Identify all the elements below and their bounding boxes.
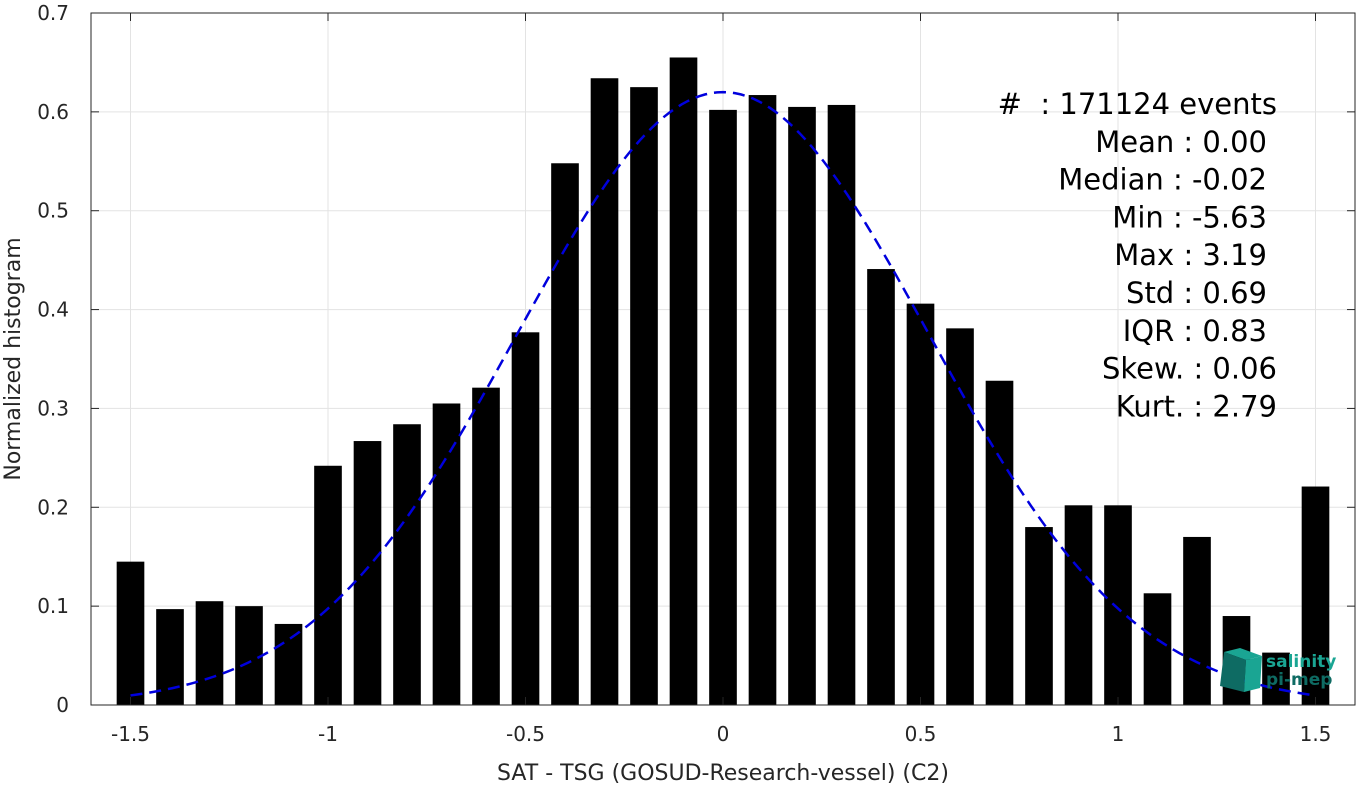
x-tick-label: 1.5	[1300, 722, 1332, 746]
histogram-bar	[788, 106, 816, 705]
histogram-bar	[827, 104, 856, 706]
x-axis-label: SAT - TSG (GOSUD-Research-vessel) (C2)	[497, 761, 949, 785]
logo-text-salinity: salinity	[1266, 652, 1336, 672]
y-tick-label: 0.6	[37, 100, 69, 124]
histogram-bar	[946, 328, 974, 705]
histogram-bar	[985, 380, 1014, 705]
histogram-bar	[472, 387, 500, 705]
histogram-bar	[314, 465, 342, 705]
histogram-bar	[235, 606, 263, 705]
x-tick-label: 0	[717, 722, 730, 746]
gaussian-fit-curve	[130, 90, 1316, 697]
stat-line: Max : 3.19	[1114, 238, 1267, 272]
histogram-bar	[353, 441, 382, 705]
logo-cube-icon	[1224, 648, 1262, 660]
y-tick-label: 0.4	[37, 298, 69, 322]
histogram-bar	[1064, 505, 1093, 705]
x-axis-ticks: -1.5 -1 -0.5 0 0.5 1 1.5	[111, 13, 1331, 746]
x-tick-label: 0.5	[905, 722, 937, 746]
stat-line: Kurt. : 2.79	[1116, 389, 1277, 423]
y-tick-label: 0.2	[37, 495, 69, 519]
stat-line: Min : -5.63	[1112, 200, 1267, 234]
histogram-bar	[669, 57, 698, 705]
logo-text-pi-mep: pi-mep	[1266, 670, 1332, 690]
histogram-bar	[590, 78, 619, 705]
x-tick-label: -0.5	[506, 722, 545, 746]
y-axis-ticks: 0 0.1 0.2 0.3 0.4 0.5 0.6 0.7	[37, 1, 1355, 717]
y-tick-label: 0.3	[37, 396, 69, 420]
salinity-pi-mep-logo: salinity pi-mep	[1220, 648, 1336, 692]
logo-cube-icon	[1220, 652, 1246, 692]
histogram-bar	[1301, 486, 1330, 705]
y-tick-label: 0.5	[37, 199, 69, 223]
histogram-bar	[393, 424, 421, 705]
histogram-bar	[867, 269, 895, 705]
y-axis-label: Normalized histogram	[1, 237, 26, 480]
histogram-bar	[1104, 505, 1132, 705]
histogram-bar	[1262, 652, 1290, 705]
histogram-bar	[1143, 593, 1172, 705]
y-tick-label: 0.1	[37, 594, 69, 618]
stat-line: IQR : 0.83	[1123, 314, 1267, 348]
logo-cube-icon	[1244, 656, 1262, 692]
histogram-bar	[1183, 536, 1211, 705]
stat-line: # : 171124 events	[998, 87, 1277, 121]
histogram-bar	[630, 87, 658, 705]
stat-line: Std : 0.69	[1126, 276, 1267, 310]
histogram-bar	[1025, 527, 1053, 705]
stat-line: Mean : 0.00	[1095, 125, 1267, 159]
x-tick-label: 1	[1112, 722, 1125, 746]
y-tick-label: 0	[56, 693, 69, 717]
statistics-annotation: # : 171124 events Mean : 0.00 Median : -0.…	[998, 87, 1277, 423]
y-tick-label: 0.7	[37, 1, 69, 25]
histogram-bar	[511, 332, 540, 705]
histogram-bar	[906, 303, 935, 705]
stat-line: Skew. : 0.06	[1102, 352, 1277, 386]
histogram-bar	[116, 561, 145, 705]
histogram-bar	[551, 163, 579, 705]
histogram-bar	[195, 601, 224, 705]
x-tick-label: -1	[318, 722, 338, 746]
stat-line: Median : -0.02	[1058, 163, 1267, 197]
histogram-bar	[274, 623, 303, 705]
histogram-bar	[432, 403, 461, 705]
x-tick-label: -1.5	[111, 722, 150, 746]
histogram-bar	[748, 95, 777, 705]
histogram-bar	[709, 109, 737, 705]
